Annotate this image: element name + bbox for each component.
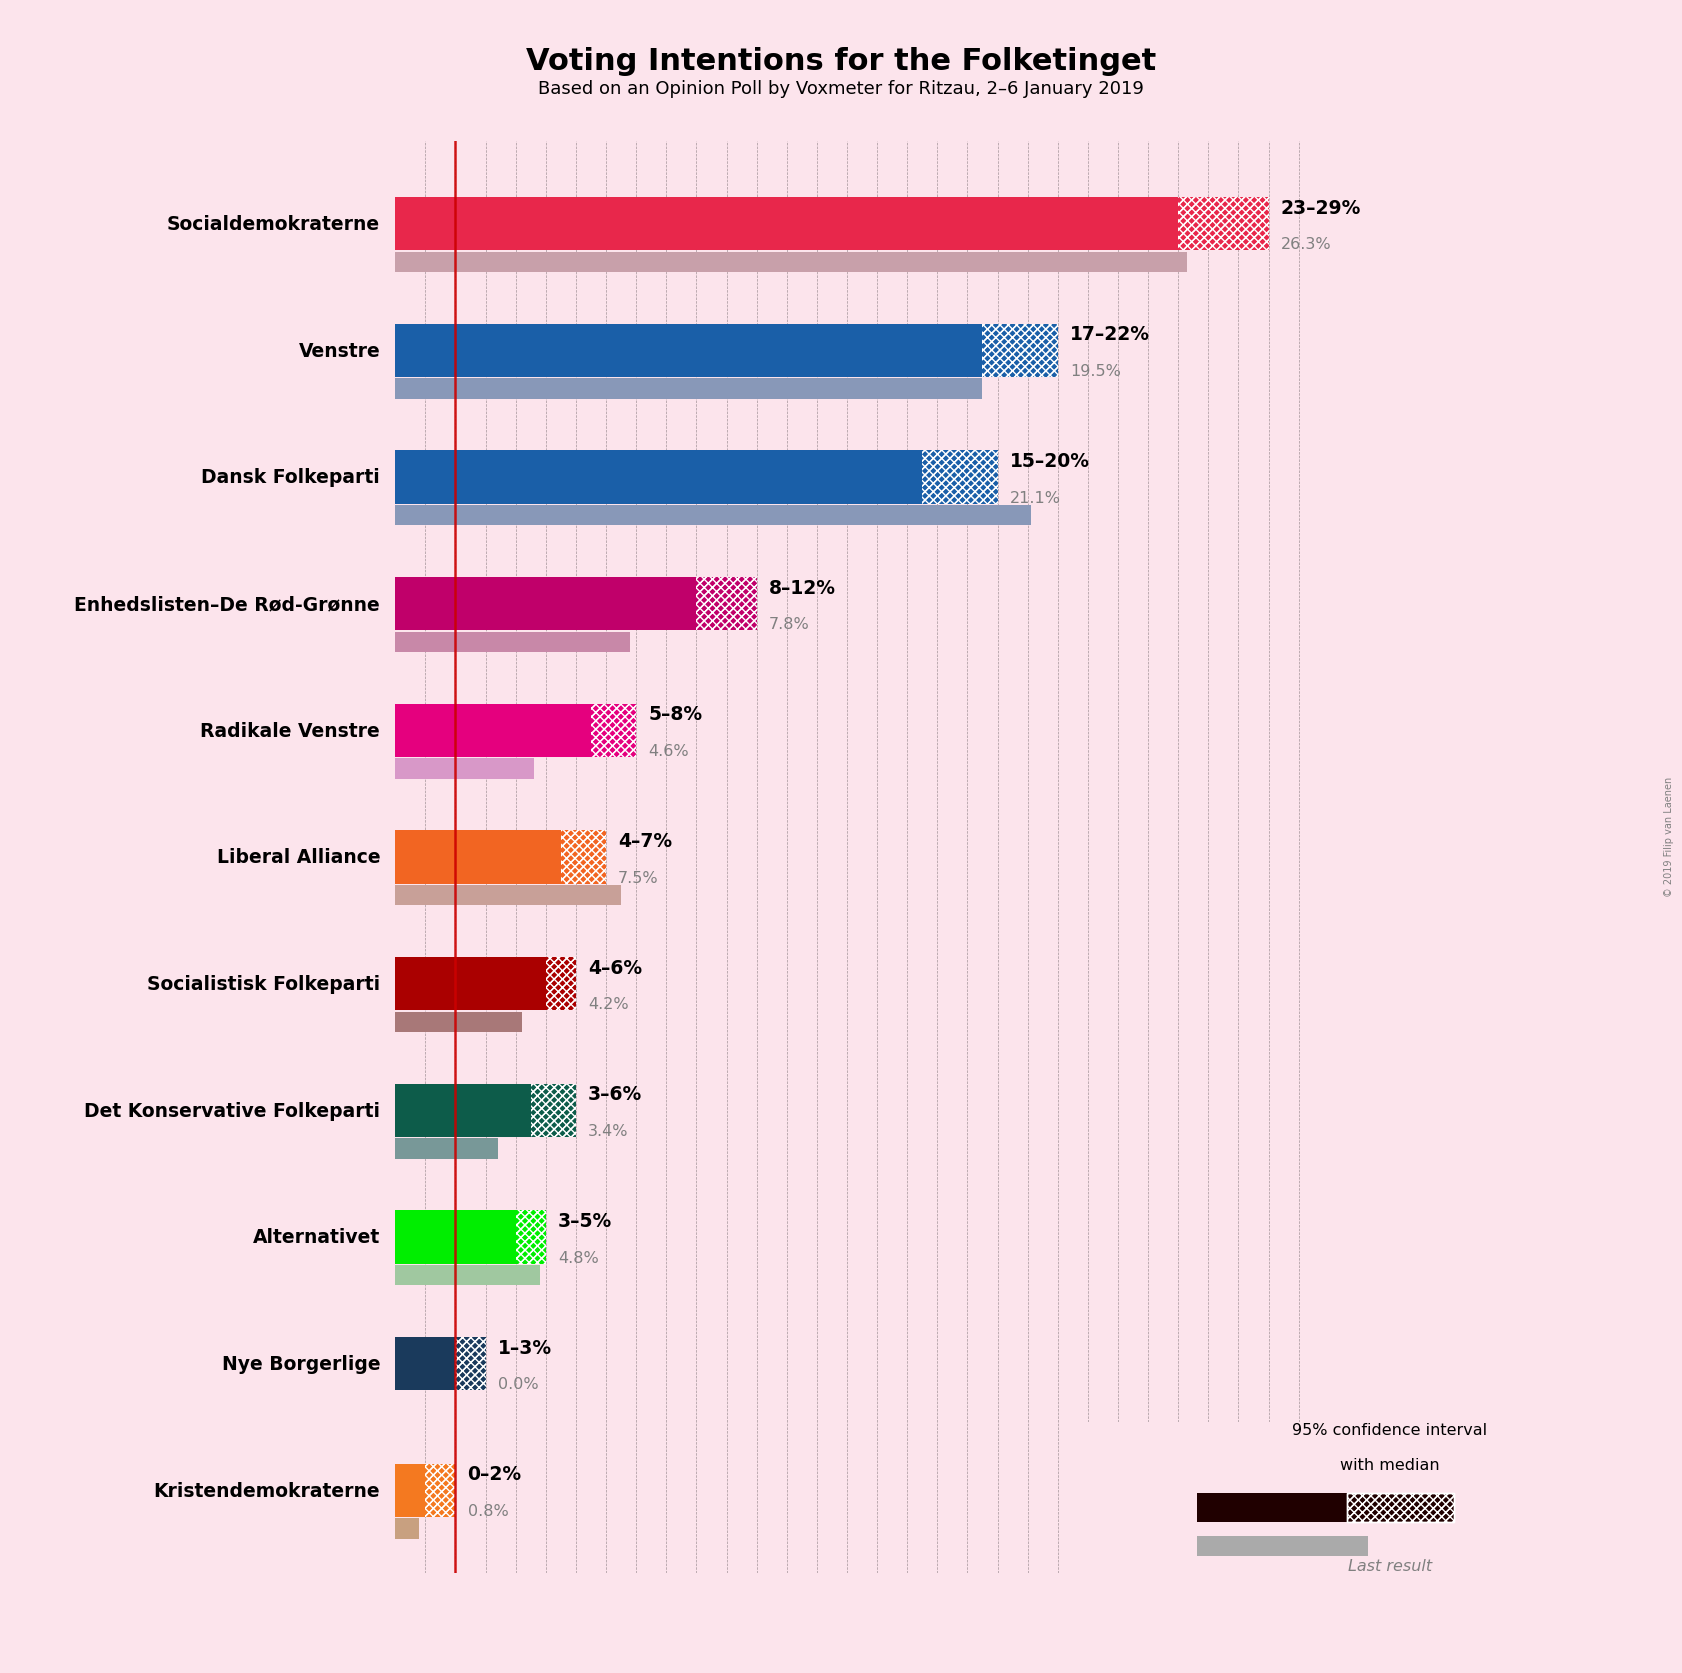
Text: 4.2%: 4.2%: [589, 997, 629, 1012]
Text: Enhedslisten–De Rød-Grønne: Enhedslisten–De Rød-Grønne: [74, 594, 380, 614]
Bar: [1177, 197, 1268, 251]
Bar: [395, 885, 621, 905]
Bar: [532, 1084, 575, 1138]
Bar: [982, 325, 1058, 378]
Text: 0.8%: 0.8%: [468, 1502, 508, 1517]
Text: 4–7%: 4–7%: [617, 831, 673, 850]
Bar: [532, 1084, 575, 1138]
Bar: [426, 1464, 456, 1517]
Text: Voting Intentions for the Folketinget: Voting Intentions for the Folketinget: [526, 47, 1156, 75]
Text: 0–2%: 0–2%: [468, 1464, 521, 1484]
Bar: [395, 1464, 426, 1517]
Text: Venstre: Venstre: [298, 341, 380, 361]
Bar: [395, 325, 982, 378]
Text: Based on an Opinion Poll by Voxmeter for Ritzau, 2–6 January 2019: Based on an Opinion Poll by Voxmeter for…: [538, 80, 1144, 99]
Bar: [590, 704, 636, 758]
Text: 17–22%: 17–22%: [1070, 325, 1150, 345]
Bar: [456, 1337, 486, 1390]
Text: 95% confidence interval: 95% confidence interval: [1292, 1422, 1487, 1437]
Bar: [590, 704, 636, 758]
Bar: [516, 1211, 547, 1263]
Text: 1–3%: 1–3%: [498, 1338, 552, 1357]
Bar: [395, 831, 560, 883]
Bar: [395, 957, 547, 1010]
Bar: [395, 1337, 456, 1390]
Bar: [1347, 1494, 1453, 1522]
Bar: [516, 1211, 547, 1263]
Bar: [696, 577, 757, 631]
Bar: [395, 1084, 532, 1138]
Bar: [395, 1519, 419, 1539]
Bar: [547, 957, 575, 1010]
Bar: [1177, 197, 1268, 251]
Bar: [922, 452, 997, 504]
Bar: [922, 452, 997, 504]
Bar: [1347, 1494, 1453, 1522]
Text: with median: with median: [1341, 1457, 1440, 1472]
Text: 0.0%: 0.0%: [498, 1377, 538, 1392]
Text: Socialistisk Folkeparti: Socialistisk Folkeparti: [146, 974, 380, 994]
Bar: [395, 380, 982, 400]
Bar: [456, 1337, 486, 1390]
Bar: [395, 505, 1031, 525]
Text: 3–5%: 3–5%: [558, 1211, 612, 1230]
Text: 5–8%: 5–8%: [648, 704, 703, 724]
Text: Radikale Venstre: Radikale Venstre: [200, 721, 380, 741]
Text: 3.4%: 3.4%: [589, 1123, 629, 1138]
Bar: [395, 704, 590, 758]
Bar: [395, 760, 533, 780]
Text: 4.6%: 4.6%: [648, 743, 690, 758]
Text: 4–6%: 4–6%: [589, 959, 643, 977]
Bar: [395, 1265, 540, 1285]
Text: © 2019 Filip van Laenen: © 2019 Filip van Laenen: [1663, 776, 1674, 897]
Text: 7.5%: 7.5%: [617, 870, 659, 885]
Bar: [982, 325, 1058, 378]
Text: Nye Borgerlige: Nye Borgerlige: [222, 1353, 380, 1374]
Bar: [395, 253, 1187, 273]
Bar: [696, 577, 757, 631]
Text: Det Konservative Folkeparti: Det Konservative Folkeparti: [84, 1101, 380, 1121]
Bar: [982, 325, 1058, 378]
Text: 4.8%: 4.8%: [558, 1250, 599, 1265]
Bar: [547, 957, 575, 1010]
Bar: [426, 1464, 456, 1517]
Text: 8–12%: 8–12%: [769, 579, 836, 597]
Bar: [456, 1337, 486, 1390]
Bar: [1196, 1494, 1347, 1522]
Text: Alternativet: Alternativet: [252, 1228, 380, 1246]
Bar: [395, 1139, 498, 1159]
Bar: [426, 1464, 456, 1517]
Text: Last result: Last result: [1347, 1558, 1431, 1573]
Bar: [696, 577, 757, 631]
Text: 3–6%: 3–6%: [589, 1084, 643, 1104]
Bar: [1196, 1536, 1367, 1556]
Bar: [395, 1012, 521, 1032]
Bar: [395, 577, 696, 631]
Bar: [395, 632, 631, 652]
Text: 23–29%: 23–29%: [1280, 199, 1361, 217]
Text: 21.1%: 21.1%: [1009, 490, 1061, 505]
Bar: [395, 1211, 516, 1263]
Bar: [560, 831, 606, 883]
Bar: [395, 197, 1177, 251]
Bar: [922, 452, 997, 504]
Text: 7.8%: 7.8%: [769, 617, 809, 632]
Text: Dansk Folkeparti: Dansk Folkeparti: [202, 468, 380, 487]
Bar: [516, 1211, 547, 1263]
Text: 19.5%: 19.5%: [1070, 363, 1120, 378]
Bar: [395, 452, 922, 504]
Bar: [560, 831, 606, 883]
Bar: [547, 957, 575, 1010]
Bar: [1177, 197, 1268, 251]
Bar: [560, 831, 606, 883]
Text: Kristendemokraterne: Kristendemokraterne: [153, 1481, 380, 1499]
Text: Liberal Alliance: Liberal Alliance: [217, 848, 380, 867]
Text: 15–20%: 15–20%: [1009, 452, 1090, 470]
Text: 26.3%: 26.3%: [1280, 238, 1330, 253]
Bar: [590, 704, 636, 758]
Text: Socialdemokraterne: Socialdemokraterne: [167, 216, 380, 234]
Bar: [532, 1084, 575, 1138]
